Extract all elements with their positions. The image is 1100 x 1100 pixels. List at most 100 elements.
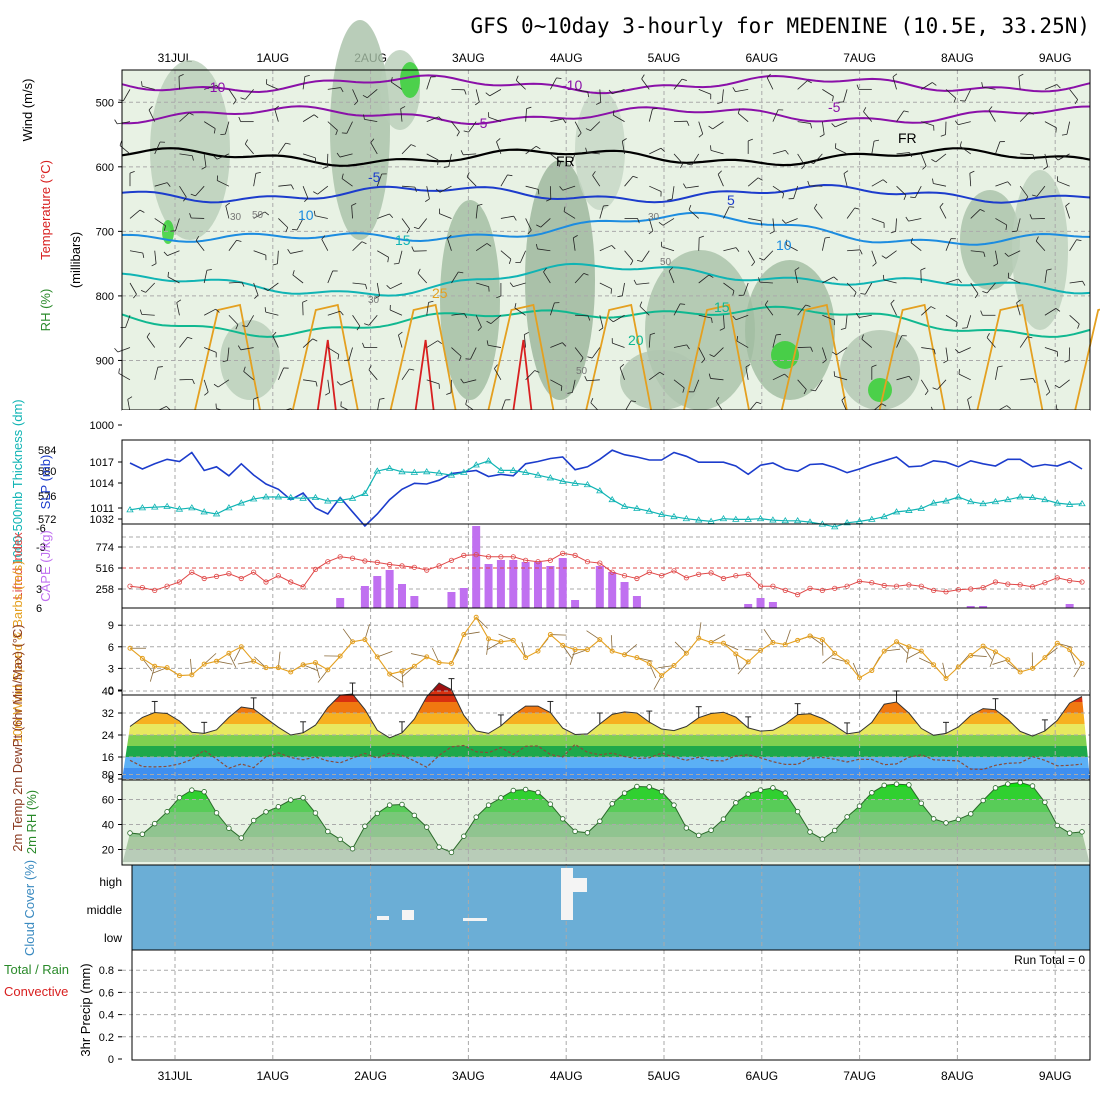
wind-marker — [881, 648, 887, 654]
wind-marker — [498, 639, 504, 645]
wind-barb-flag — [409, 368, 415, 371]
wind-barb — [914, 185, 922, 198]
wind-barb — [945, 278, 959, 284]
wind-barb-flag — [580, 357, 584, 363]
wind-barb-flag — [387, 257, 389, 263]
wind-marker — [906, 644, 912, 650]
wind-barb — [864, 282, 873, 295]
rh-marker — [943, 820, 949, 826]
wind-barb-flag — [807, 80, 812, 84]
thickness-marker — [262, 493, 270, 500]
wind-barb-flag — [119, 140, 123, 146]
wind-barb-flag — [766, 73, 771, 78]
rh-marker — [621, 790, 628, 796]
wind-barb-flag — [411, 246, 415, 252]
wind-barb-flag — [437, 340, 442, 344]
wind-barb-flag — [882, 179, 888, 184]
wind-marker — [856, 675, 862, 681]
wind-barb — [835, 121, 848, 128]
wind-barb-10m — [653, 675, 662, 690]
wind-barb-flag — [680, 303, 686, 305]
wind-barb-flag — [351, 202, 357, 206]
wind-barb-flag — [784, 373, 789, 378]
y-tick-label: 576 — [38, 491, 56, 503]
wind-barb-10m — [463, 631, 480, 635]
thickness-marker — [769, 516, 777, 523]
wind-barb-flag — [370, 138, 375, 143]
wind-barb-flag — [241, 281, 245, 287]
wind-barb-flag — [139, 309, 143, 315]
wind-barb-flag — [368, 365, 372, 371]
rh-marker — [1066, 830, 1073, 836]
wind-barb — [129, 250, 143, 254]
wind-barb — [154, 218, 166, 227]
rh-marker — [832, 827, 838, 834]
wind-barb — [785, 244, 798, 252]
wind-barb-flag — [486, 320, 492, 324]
wind-barb-flag — [313, 114, 319, 119]
wind-barb-flag — [881, 403, 887, 407]
wind-barb-flag — [400, 106, 406, 110]
wind-barb — [496, 141, 502, 155]
wind-barb — [352, 282, 366, 285]
wind-barb-flag — [263, 287, 269, 291]
rh-marker — [238, 835, 244, 841]
rh-marker — [275, 804, 282, 810]
y-tick-label: 40 — [102, 686, 114, 698]
wind-barb — [845, 315, 848, 329]
wind-marker — [733, 651, 739, 657]
wind-marker — [350, 639, 356, 645]
run-total-text: Run Total = 0 — [1014, 953, 1085, 967]
wind-barb-flag — [598, 327, 604, 332]
wind-barb-flag — [255, 172, 261, 174]
wind-marker — [1079, 660, 1085, 666]
wind-barb — [217, 379, 230, 388]
wind-barb-flag — [567, 392, 573, 394]
wind-barb — [537, 248, 551, 252]
temp-band — [122, 735, 1090, 746]
wind-barb-flag — [980, 310, 983, 316]
thickness-marker — [1053, 499, 1061, 506]
temp-band — [122, 691, 1090, 702]
wind-barb — [451, 347, 462, 357]
wind-barb-flag — [832, 96, 834, 102]
wind-barb-flag — [658, 222, 664, 226]
wind-barb — [227, 347, 230, 361]
wind-barb-flag — [437, 159, 439, 166]
y-tick-label: 500 — [96, 97, 114, 109]
rh-marker — [510, 787, 516, 794]
wind-barb-flag — [668, 267, 674, 272]
wind-marker — [683, 650, 689, 656]
wind-barb — [772, 218, 775, 232]
wind-barb-flag — [460, 150, 464, 155]
wind-barb-flag — [974, 293, 979, 299]
contour-label: FR — [898, 130, 917, 146]
wind-barb-flag — [641, 74, 645, 80]
wind-barb — [228, 281, 242, 284]
wind-barb-10m — [1073, 663, 1083, 678]
wind-barb — [723, 282, 735, 291]
wind-barb-flag — [652, 107, 658, 110]
li-marker — [683, 575, 689, 581]
wind-barb — [327, 270, 334, 284]
label-lifted-index: Lifted Index — [10, 532, 25, 600]
wind-barb — [203, 308, 216, 316]
wind-barb — [370, 142, 378, 155]
li-marker — [139, 584, 145, 591]
date-label-top: 6AUG — [745, 51, 778, 65]
y-tick-label: 3 — [108, 663, 114, 675]
wind-barb — [1019, 185, 1029, 197]
li-marker — [572, 552, 578, 559]
rh-band — [122, 849, 1090, 862]
wind-marker — [1017, 669, 1023, 675]
wind-barb — [648, 334, 651, 348]
li-marker — [288, 579, 294, 585]
wind-barb-flag — [1056, 84, 1061, 89]
wind-barb — [691, 153, 700, 166]
wind-barb — [253, 211, 266, 219]
wind-marker — [139, 655, 145, 661]
wind-barb-flag — [190, 193, 196, 197]
thickness-marker — [732, 515, 740, 522]
wind-barb-flag — [1012, 230, 1018, 233]
rh-marker — [1079, 829, 1085, 835]
